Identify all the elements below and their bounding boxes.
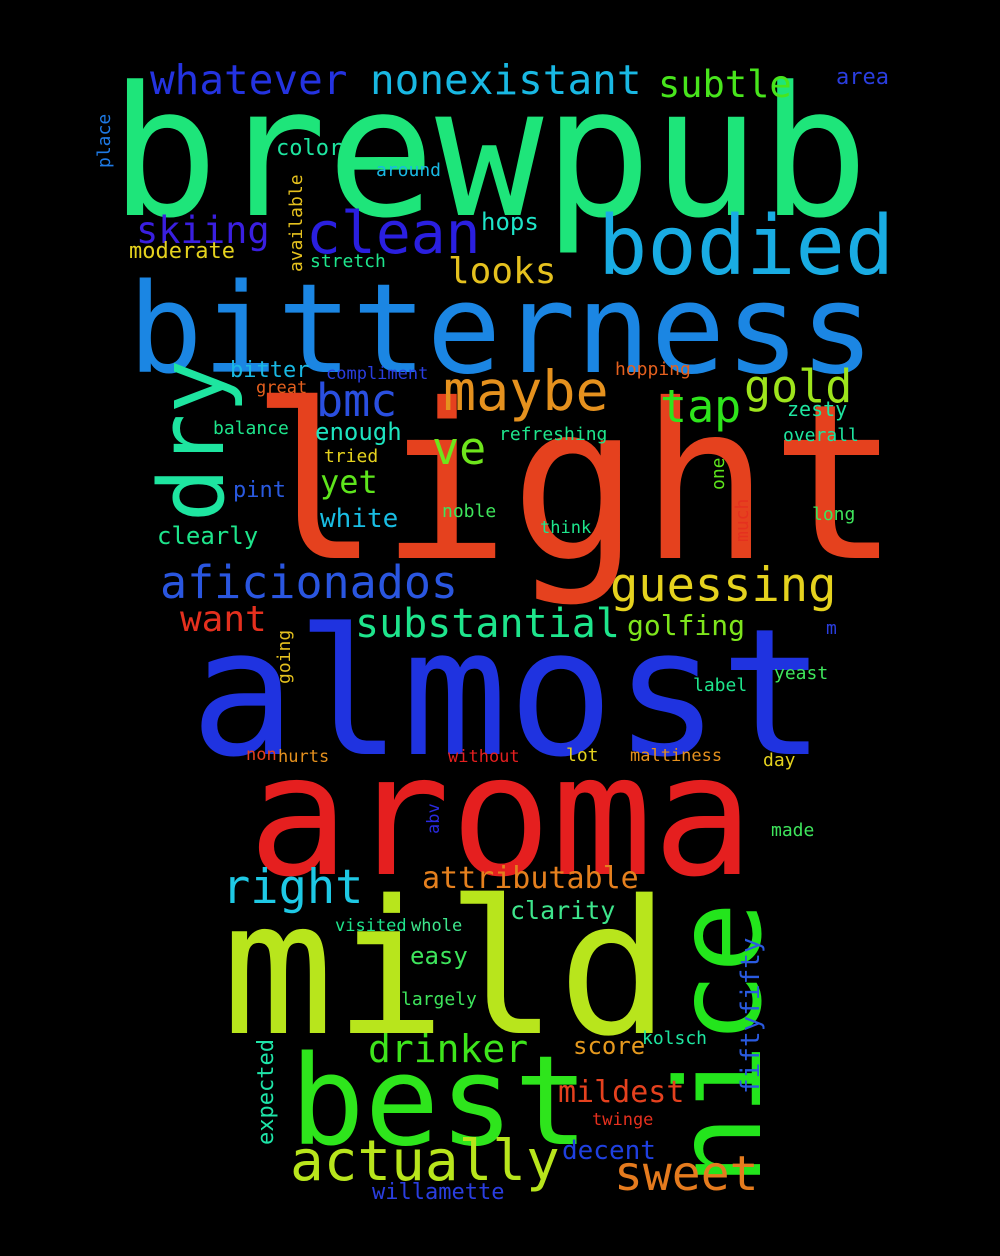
word-tap: tap xyxy=(660,380,742,433)
word-aficionados: aficionados xyxy=(160,556,459,609)
word-light: light xyxy=(250,358,901,609)
word-largely: largely xyxy=(401,989,477,1010)
word-bodied: bodied xyxy=(598,199,895,294)
word-nonexistant: nonexistant xyxy=(370,56,642,104)
word-place: place xyxy=(94,113,115,168)
word-hurts: hurts xyxy=(278,747,330,767)
word-sweet: sweet xyxy=(614,1146,759,1202)
word-clearly: clearly xyxy=(157,522,259,550)
word-hopping: hopping xyxy=(615,359,691,380)
word-one: one xyxy=(708,457,729,490)
word-made: made xyxy=(771,820,815,841)
word-best: best xyxy=(290,1030,589,1174)
word-yet: yet xyxy=(320,463,378,501)
word-abv: abv xyxy=(424,803,444,834)
word-lot: lot xyxy=(566,745,599,766)
word-expected: expected xyxy=(254,1039,279,1145)
word-clean: clean xyxy=(306,199,481,267)
word-golfing: golfing xyxy=(627,609,746,642)
word-skiing: skiing xyxy=(136,209,270,252)
word-visited: visited xyxy=(335,916,407,936)
word-substantial: substantial xyxy=(355,601,620,647)
word-easy: easy xyxy=(410,942,468,970)
word-available: available xyxy=(286,174,307,272)
word-right: right xyxy=(222,860,364,915)
word-maltiness: maltiness xyxy=(630,746,723,766)
word-whole: whole xyxy=(411,916,463,936)
word-day: day xyxy=(763,750,796,771)
word-ve: ve xyxy=(432,422,487,475)
word-attributable: attributable xyxy=(422,861,639,896)
word-long: long xyxy=(812,504,856,525)
word-dry: dry xyxy=(140,359,245,522)
word-much: much xyxy=(732,498,753,542)
word-yeast: yeast xyxy=(774,663,829,684)
word-think: think xyxy=(540,518,592,538)
word-noble: noble xyxy=(442,501,497,522)
word-clarity: clarity xyxy=(510,896,616,925)
word-want: want xyxy=(180,599,267,640)
word-non: non xyxy=(246,745,277,765)
word-looks: looks xyxy=(448,251,557,292)
word-bitter: bitter xyxy=(230,358,310,383)
word-twinge: twinge xyxy=(592,1110,654,1130)
word-bmc: bmc xyxy=(316,374,398,427)
word-mild: mild xyxy=(222,860,670,1077)
word-around: around xyxy=(376,160,442,181)
word-brewpub: brewpub xyxy=(110,49,869,258)
word-aroma: aroma xyxy=(248,718,754,914)
word-zesty: zesty xyxy=(787,397,848,421)
word-kolsch: kolsch xyxy=(642,1028,708,1049)
word-score: score xyxy=(573,1032,646,1060)
word-gold: gold xyxy=(744,360,853,413)
word-bitterness: bitterness xyxy=(128,258,875,402)
word-overall: overall xyxy=(783,425,859,446)
word-maybe: maybe xyxy=(443,359,609,423)
word-almost: almost xyxy=(190,591,826,796)
word-hops: hops xyxy=(481,208,539,236)
word-enough: enough xyxy=(315,418,402,446)
word-subtle: subtle xyxy=(658,63,792,106)
word-label: label xyxy=(693,675,748,696)
word-color: color xyxy=(276,136,343,161)
word-moderate: moderate xyxy=(129,239,235,264)
word-area: area xyxy=(836,65,889,90)
word-white: white xyxy=(320,504,399,534)
word-guessing: guessing xyxy=(610,558,837,613)
word-going: going xyxy=(274,629,295,684)
word-drinker: drinker xyxy=(368,1027,529,1071)
word-mildest: mildest xyxy=(558,1075,685,1110)
word-m: m xyxy=(826,618,837,639)
word-pint: pint xyxy=(233,478,286,503)
word-actually: actually xyxy=(290,1129,560,1194)
word-great: great xyxy=(256,378,308,398)
word-decent: decent xyxy=(562,1136,656,1166)
word-tried: tried xyxy=(324,446,379,467)
word-balance: balance xyxy=(213,418,289,439)
word-stretch: stretch xyxy=(310,251,386,272)
word-fiftyfifty: fiftyfifty xyxy=(736,937,766,1094)
word-compliment: compliment xyxy=(326,364,429,384)
word-refreshing: refreshing xyxy=(499,424,608,445)
word-without: without xyxy=(448,747,520,767)
word-willamette: willamette xyxy=(372,1180,505,1205)
word-whatever: whatever xyxy=(150,56,348,104)
